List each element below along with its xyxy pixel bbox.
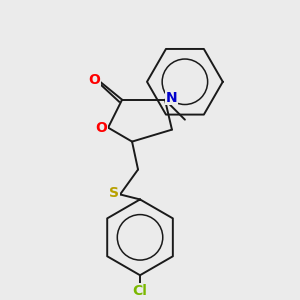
Text: Cl: Cl [133,284,148,298]
Text: O: O [95,121,107,135]
Text: N: N [166,91,178,105]
Text: O: O [88,73,100,87]
Text: S: S [109,187,119,200]
